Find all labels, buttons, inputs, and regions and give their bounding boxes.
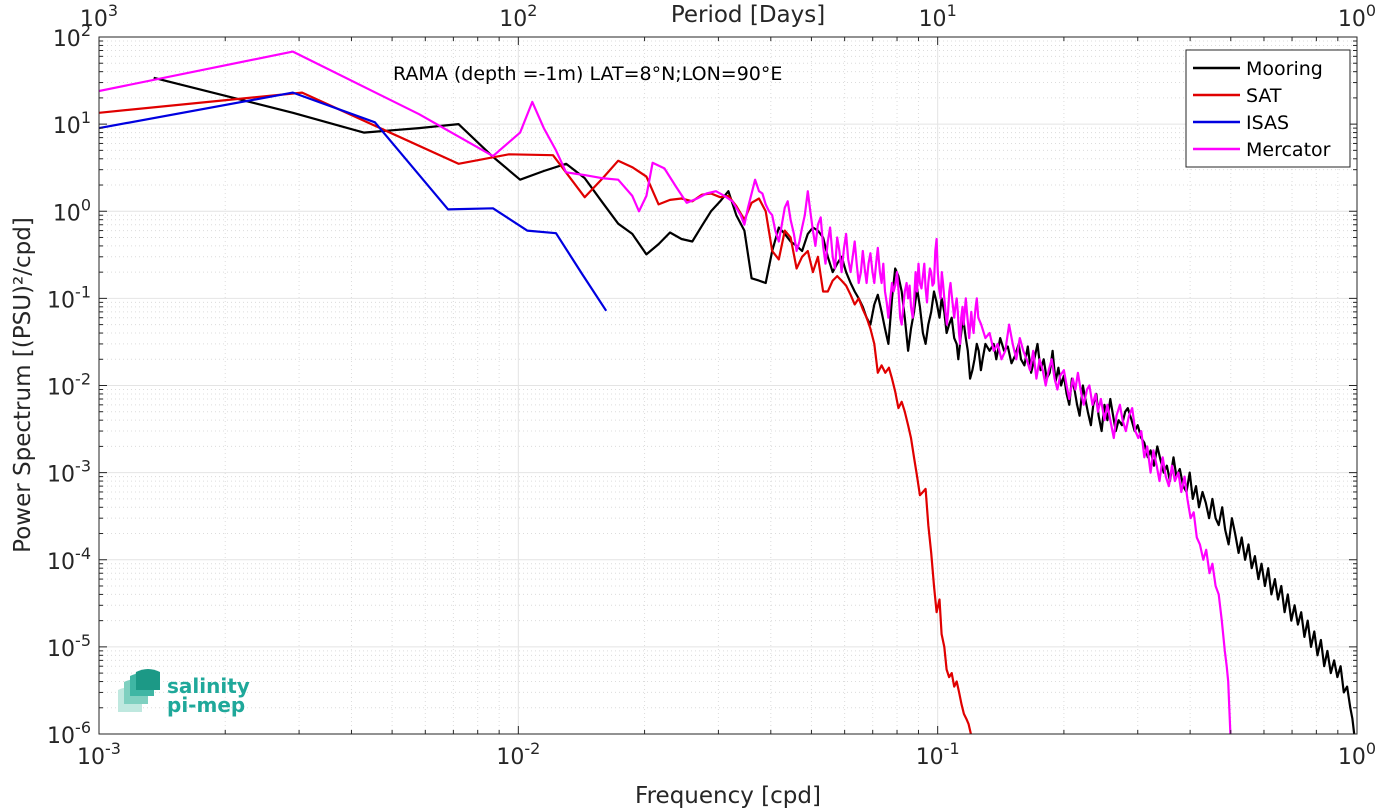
legend-label-mercator: Mercator bbox=[1246, 139, 1331, 161]
y-tick-label: 10-4 bbox=[47, 544, 91, 575]
top-axis-label: Period [Days] bbox=[671, 2, 825, 28]
logo-line-2: pi-mep bbox=[167, 693, 245, 717]
station-annotation: RAMA (depth =-1m) LAT=8°N;LON=90°E bbox=[393, 63, 782, 85]
legend-label-isas: ISAS bbox=[1246, 112, 1289, 134]
top-tick-labels: 103 102 101 100 bbox=[80, 1, 1376, 32]
legend-label-mooring: Mooring bbox=[1246, 58, 1323, 80]
y-tick-label: 10-3 bbox=[47, 457, 91, 488]
ticks-layer bbox=[98, 37, 1357, 735]
x-axis-label: Frequency [cpd] bbox=[635, 783, 821, 809]
series-line-isas bbox=[99, 91, 608, 312]
x-tick-label: 10-3 bbox=[77, 739, 121, 770]
logo-line-1: salinity bbox=[167, 674, 250, 698]
x-tick-label: 10-2 bbox=[496, 739, 540, 770]
logo-mark-icon bbox=[118, 669, 160, 712]
legend-entries: Mooring SAT ISAS Mercator bbox=[1193, 58, 1331, 161]
top-tick-label: 103 bbox=[80, 1, 118, 32]
top-tick-label: 101 bbox=[919, 1, 957, 32]
x-tick-labels: 10-3 10-2 10-1 100 bbox=[77, 739, 1376, 770]
y-tick-label: 100 bbox=[53, 195, 91, 226]
x-tick-label: 10-1 bbox=[916, 739, 960, 770]
y-tick-label: 10-1 bbox=[47, 282, 91, 313]
y-axis-label: Power Spectrum [(PSU)²/cpd] bbox=[10, 217, 36, 553]
y-tick-label: 101 bbox=[53, 108, 91, 139]
series-layer bbox=[99, 50, 1356, 734]
y-tick-label: 10-5 bbox=[47, 631, 91, 662]
y-tick-label: 10-2 bbox=[47, 370, 91, 401]
legend: Mooring SAT ISAS Mercator bbox=[1185, 49, 1351, 168]
top-tick-label: 100 bbox=[1338, 1, 1376, 32]
y-tick-labels: 102 101 100 10-1 10-2 10-3 10-4 10-5 10-6 bbox=[47, 21, 91, 749]
salinity-pi-mep-logo: salinity pi-mep bbox=[118, 669, 250, 717]
y-tick-label: 10-6 bbox=[47, 718, 91, 749]
y-tick-label: 102 bbox=[53, 21, 91, 52]
legend-box bbox=[1185, 49, 1351, 168]
series-line-mercator bbox=[99, 50, 1232, 734]
legend-label-sat: SAT bbox=[1246, 85, 1282, 107]
x-tick-label: 100 bbox=[1338, 739, 1376, 770]
top-tick-label: 102 bbox=[499, 1, 537, 32]
